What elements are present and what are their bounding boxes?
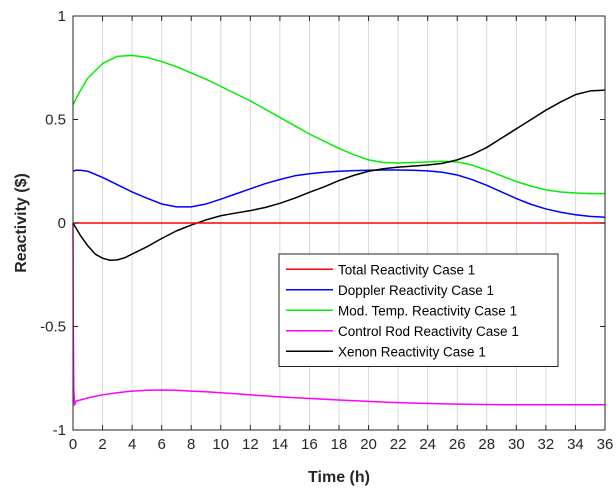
x-tick-label: 6 bbox=[157, 436, 165, 453]
x-tick-label: 34 bbox=[567, 436, 584, 453]
x-tick-label: 8 bbox=[187, 436, 195, 453]
legend-entry-label: Control Rod Reactivity Case 1 bbox=[338, 324, 519, 339]
series-line-mod-temp-reactivity-case-1 bbox=[72, 54, 605, 195]
x-tick-label: 2 bbox=[98, 436, 106, 453]
x-axis-label: Time (h) bbox=[308, 469, 370, 486]
x-tick-label: 24 bbox=[419, 436, 436, 453]
x-tick-label: 20 bbox=[360, 436, 377, 453]
legend-entry-label: Total Reactivity Case 1 bbox=[338, 262, 475, 277]
series-line-control-rod-reactivity-case-1 bbox=[72, 222, 605, 406]
series-lines bbox=[72, 54, 606, 406]
y-tick-label: -0.5 bbox=[40, 319, 66, 336]
y-tick-label: 1 bbox=[58, 8, 66, 25]
x-tick-label: 4 bbox=[128, 436, 136, 453]
y-tick-label: 0 bbox=[58, 215, 66, 232]
series-line-xenon-reactivity-case-1 bbox=[72, 89, 606, 262]
x-tick-label: 16 bbox=[301, 436, 318, 453]
x-tick-label: 12 bbox=[242, 436, 259, 453]
legend-entry-label: Doppler Reactivity Case 1 bbox=[338, 283, 494, 298]
y-tick-label: 0.5 bbox=[45, 112, 66, 129]
series-line-doppler-reactivity-case-1 bbox=[72, 169, 606, 218]
legend-entry-label: Mod. Temp. Reactivity Case 1 bbox=[338, 303, 517, 318]
legend: Total Reactivity Case 1 Doppler Reactivit… bbox=[278, 253, 559, 367]
x-tick-label: 32 bbox=[538, 436, 555, 453]
x-tick-label: 36 bbox=[597, 436, 614, 453]
x-tick-label: 28 bbox=[478, 436, 495, 453]
x-tick-label: 26 bbox=[449, 436, 466, 453]
x-tick-label: 0 bbox=[69, 436, 77, 453]
x-tick-label: 22 bbox=[390, 436, 407, 453]
x-tick-label: 30 bbox=[508, 436, 525, 453]
x-tick-label: 18 bbox=[331, 436, 348, 453]
y-tick-label: -1 bbox=[53, 422, 66, 439]
legend-entry-label: Xenon Reactivity Case 1 bbox=[338, 344, 486, 359]
x-tick-label: 10 bbox=[212, 436, 229, 453]
x-tick-label: 14 bbox=[272, 436, 289, 453]
axis-ticks: 0 2 4 6 8 10 12 14 16 18 20 22 24 26 28 30 32 34 36-1-0.50… bbox=[40, 8, 613, 453]
y-axis-label: Reactivity ($) bbox=[13, 173, 30, 273]
